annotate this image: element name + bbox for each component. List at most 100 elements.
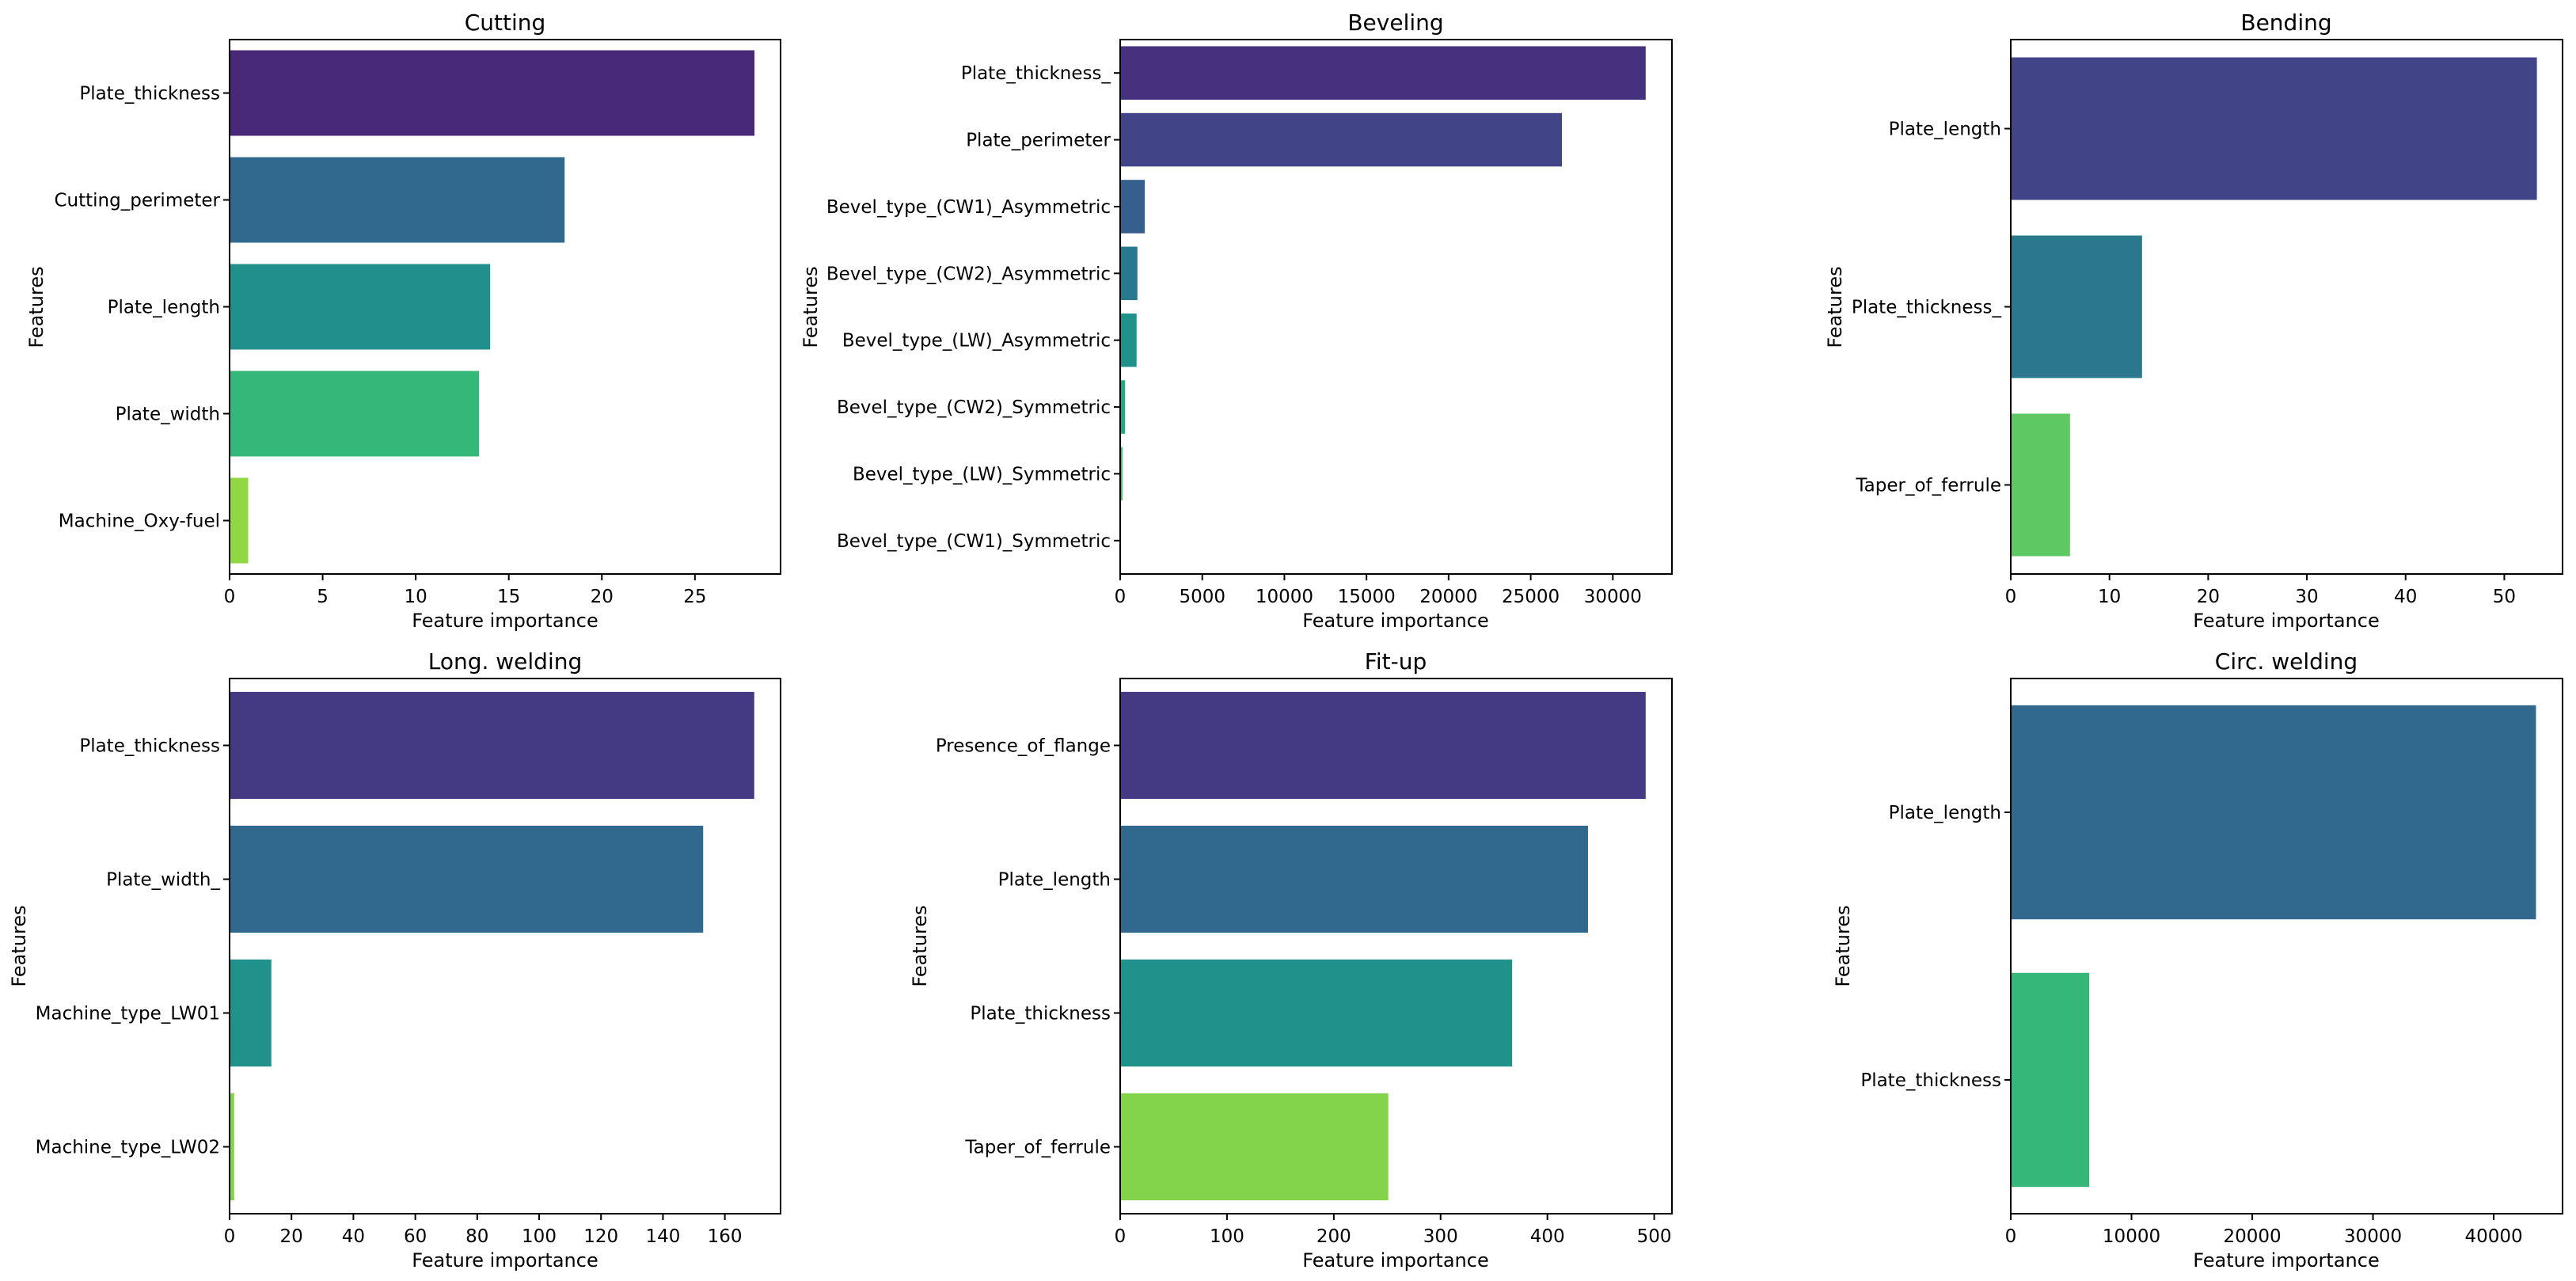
bar: [1120, 180, 1146, 234]
x-tick-label: 30000: [2344, 1226, 2402, 1247]
y-tick-label: Machine_type_LW02: [36, 1138, 220, 1158]
y-tick-label: Cutting_perimeter: [54, 191, 220, 211]
y-tick-label: Plate_length: [108, 298, 220, 318]
x-tick-label: 10000: [2103, 1226, 2160, 1247]
x-axis-label: Feature importance: [1302, 1249, 1488, 1271]
y-tick-label: Plate_thickness_: [1852, 298, 2002, 318]
bar: [1120, 313, 1137, 367]
panel-title: Fit-up: [1365, 648, 1427, 675]
bar: [1120, 691, 1646, 800]
panel-title: Beveling: [1347, 10, 1443, 36]
y-tick-label: Plate_length: [1889, 120, 2001, 140]
y-axis-label: Features: [25, 266, 47, 348]
x-tick-label: 300: [1423, 1226, 1458, 1247]
y-axis-label: Features: [800, 266, 822, 348]
y-tick-label: Bevel_type_(CW2)_Symmetric: [837, 397, 1111, 418]
x-tick-label: 0: [2005, 587, 2017, 607]
x-tick-label: 100: [522, 1226, 557, 1247]
x-tick-label: 30000: [1584, 587, 1642, 607]
x-tick-label: 20000: [1419, 587, 1477, 607]
y-axis-label: Features: [8, 905, 30, 986]
x-tick-label: 0: [2005, 1226, 2017, 1247]
bar: [230, 691, 754, 800]
y-tick-label: Bevel_type_(CW1)_Symmetric: [837, 531, 1111, 552]
x-axis-label: Feature importance: [412, 610, 598, 632]
panel-long-welding: Long. welding Feature importance Feature…: [8, 648, 781, 1271]
bar: [230, 264, 491, 350]
x-tick-label: 5: [317, 587, 329, 607]
y-tick-label: Plate_thickness: [970, 1004, 1111, 1024]
x-tick-label: 60: [404, 1226, 427, 1247]
panel-title: Bending: [2240, 10, 2331, 36]
x-tick-label: 120: [583, 1226, 618, 1247]
x-tick-label: 0: [1115, 1226, 1127, 1247]
y-tick-label: Plate_width: [116, 405, 220, 425]
x-axis-label: Feature importance: [2193, 1249, 2379, 1271]
x-tick-label: 0: [224, 1226, 236, 1247]
panel-title: Long. welding: [428, 648, 583, 675]
x-tick-label: 0: [224, 587, 236, 607]
panel-cutting: Cutting Feature importance Features Plat…: [25, 10, 781, 632]
bar: [230, 1093, 234, 1201]
bar: [230, 157, 565, 243]
x-tick-label: 20: [2197, 587, 2220, 607]
plot-frame: [2010, 678, 2563, 1214]
plot-frame: [229, 678, 781, 1214]
y-tick-label: Taper_of_ferrule: [1855, 476, 2001, 496]
bar: [2011, 235, 2142, 378]
bar: [2011, 972, 2090, 1188]
x-tick-label: 20000: [2223, 1226, 2281, 1247]
y-tick-label: Machine_type_LW01: [36, 1004, 220, 1024]
bar: [1120, 46, 1646, 100]
bar: [1120, 1093, 1389, 1201]
panel-beveling: Beveling Feature importance Features Pla…: [800, 10, 1673, 632]
y-tick-label: Taper_of_ferrule: [964, 1138, 1111, 1158]
bar: [1120, 112, 1563, 167]
x-tick-label: 10: [2098, 587, 2121, 607]
panel-circ-welding: Circ. welding Feature importance Feature…: [1832, 648, 2563, 1271]
bar: [230, 825, 704, 933]
y-tick-label: Plate_length: [998, 870, 1111, 891]
y-tick-label: Plate_length: [1889, 803, 2001, 823]
plot-frame: [1119, 39, 1673, 575]
y-tick-label: Plate_width_: [106, 870, 220, 891]
x-tick-label: 30: [2295, 587, 2318, 607]
x-axis-label: Feature importance: [1302, 610, 1488, 632]
x-tick-label: 100: [1210, 1226, 1244, 1247]
x-tick-label: 10: [404, 587, 427, 607]
x-tick-label: 400: [1530, 1226, 1565, 1247]
bar: [2011, 705, 2536, 920]
y-tick-label: Plate_perimeter: [966, 131, 1111, 151]
x-tick-label: 15: [497, 587, 520, 607]
y-tick-label: Bevel_type_(CW1)_Asymmetric: [826, 197, 1111, 218]
bar: [2011, 413, 2070, 557]
bar: [230, 477, 249, 564]
bar: [1120, 959, 1513, 1067]
x-tick-label: 200: [1316, 1226, 1351, 1247]
y-tick-label: Plate_thickness: [79, 736, 220, 757]
bar: [2011, 57, 2537, 200]
bar: [230, 50, 755, 136]
y-tick-label: Presence_of_flange: [936, 736, 1111, 757]
x-tick-label: 40: [342, 1226, 365, 1247]
x-tick-label: 50: [2493, 587, 2516, 607]
y-axis-label: Features: [909, 905, 931, 986]
x-tick-label: 15000: [1338, 587, 1396, 607]
x-tick-label: 20: [591, 587, 614, 607]
y-tick-label: Machine_Oxy-fuel: [59, 511, 220, 532]
x-tick-label: 40: [2394, 587, 2417, 607]
x-tick-label: 20: [280, 1226, 303, 1247]
panel-fit-up: Fit-up Feature importance Features Prese…: [909, 648, 1673, 1271]
x-tick-label: 25: [683, 587, 706, 607]
panel-title: Circ. welding: [2215, 648, 2358, 675]
bar: [1120, 447, 1123, 501]
y-tick-label: Bevel_type_(CW2)_Asymmetric: [826, 264, 1111, 284]
x-tick-label: 25000: [1502, 587, 1560, 607]
bar: [230, 371, 480, 457]
bar: [230, 959, 272, 1067]
bar: [1120, 825, 1588, 933]
x-tick-label: 5000: [1179, 587, 1225, 607]
x-tick-label: 0: [1115, 587, 1127, 607]
x-axis-label: Feature importance: [412, 1249, 598, 1271]
